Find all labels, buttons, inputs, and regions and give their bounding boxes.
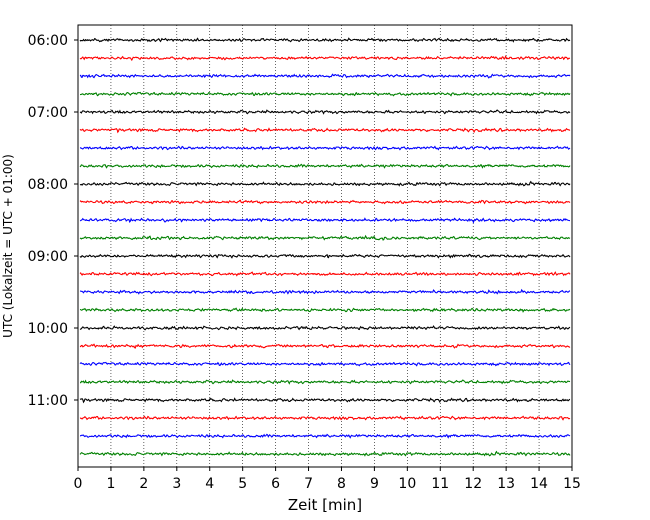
x-tick-label: 8 bbox=[337, 476, 346, 492]
trace-line bbox=[79, 73, 571, 79]
x-tick-label: 11 bbox=[431, 476, 449, 492]
trace-line bbox=[79, 361, 571, 367]
x-tick-label: 13 bbox=[497, 476, 515, 492]
x-tick-label: 5 bbox=[238, 476, 247, 492]
trace-line bbox=[79, 288, 571, 295]
trace-line bbox=[79, 450, 571, 457]
trace-line bbox=[79, 217, 571, 224]
trace-line bbox=[79, 325, 571, 331]
trace-line bbox=[79, 415, 571, 421]
trace-line bbox=[79, 433, 571, 439]
x-tick-label: 1 bbox=[106, 476, 115, 492]
trace-line bbox=[79, 180, 571, 187]
trace-line bbox=[79, 145, 571, 151]
trace-line bbox=[79, 37, 571, 43]
trace-line bbox=[79, 343, 571, 349]
x-tick-label: 4 bbox=[205, 476, 214, 492]
x-tick-label: 9 bbox=[370, 476, 379, 492]
trace-line bbox=[79, 379, 571, 385]
seismic-traces bbox=[79, 37, 571, 457]
y-tick-label: 11:00 bbox=[28, 393, 68, 409]
y-tick-label: 09:00 bbox=[28, 249, 68, 265]
x-axis-label: Zeit [min] bbox=[288, 496, 362, 514]
x-axis: 0 1 2 3 4 5 6 7 8 9 10 11 12 13 14 15 bbox=[74, 467, 581, 492]
y-tick-label: 06:00 bbox=[28, 33, 68, 49]
x-tick-label: 14 bbox=[530, 476, 548, 492]
trace-line bbox=[79, 163, 571, 169]
trace-line bbox=[79, 253, 571, 259]
y-axis: 06:00 07:00 08:00 09:00 10:00 11:00 bbox=[28, 33, 78, 409]
trace-line bbox=[79, 234, 571, 241]
y-tick-label: 10:00 bbox=[28, 321, 68, 337]
y-tick-label: 08:00 bbox=[28, 177, 68, 193]
x-tick-label: 3 bbox=[172, 476, 181, 492]
x-tick-label: 15 bbox=[563, 476, 581, 492]
trace-line bbox=[79, 271, 571, 277]
y-tick-label: 07:00 bbox=[28, 105, 68, 121]
trace-line bbox=[79, 307, 571, 313]
trace-line bbox=[79, 55, 571, 62]
x-tick-label: 0 bbox=[74, 476, 83, 492]
trace-line bbox=[79, 109, 571, 115]
x-tick-label: 2 bbox=[139, 476, 148, 492]
trace-line bbox=[79, 397, 571, 404]
trace-line bbox=[79, 91, 571, 97]
x-tick-label: 7 bbox=[304, 476, 313, 492]
x-tick-label: 6 bbox=[271, 476, 280, 492]
trace-line bbox=[79, 199, 571, 205]
plot-frame bbox=[77, 24, 573, 468]
x-tick-label: 10 bbox=[398, 476, 416, 492]
y-axis-label: UTC (Lokalzeit = UTC + 01:00) bbox=[1, 154, 15, 338]
trace-line bbox=[79, 127, 571, 134]
x-tick-label: 12 bbox=[464, 476, 482, 492]
